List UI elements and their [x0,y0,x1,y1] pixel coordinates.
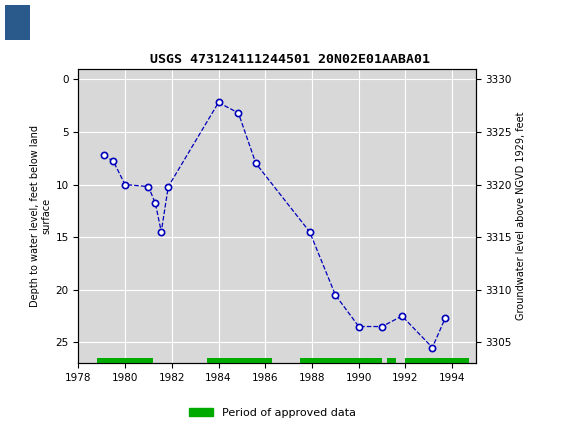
Text: USGS 473124111244501 20N02E01AABA01: USGS 473124111244501 20N02E01AABA01 [150,53,430,66]
Legend: Period of approved data: Period of approved data [184,403,361,422]
Bar [5,6,57,40]
Bar [5,6,30,40]
Y-axis label: Depth to water level, feet below land
surface: Depth to water level, feet below land su… [30,125,51,307]
Text: USGS: USGS [64,14,111,29]
Y-axis label: Groundwater level above NGVD 1929, feet: Groundwater level above NGVD 1929, feet [516,112,526,320]
